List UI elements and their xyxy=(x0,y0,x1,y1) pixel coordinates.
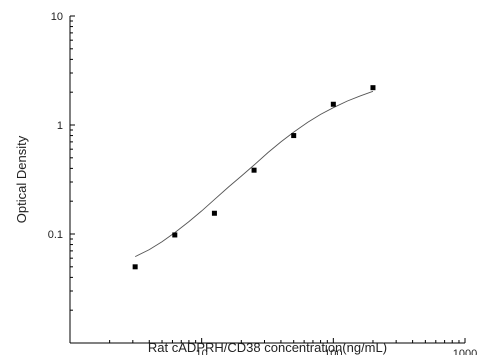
data-point xyxy=(211,210,217,216)
y-axis-label: Optical Density xyxy=(14,135,29,223)
data-point xyxy=(291,133,297,139)
x-tick-label: 1000 xyxy=(453,348,477,355)
data-point xyxy=(172,232,178,238)
y-tick-label: 1 xyxy=(57,120,63,132)
ticks xyxy=(69,15,466,344)
x-tick-label: 100 xyxy=(324,348,342,355)
axes xyxy=(69,16,465,344)
fit-curve-layer xyxy=(134,90,374,258)
data-point xyxy=(132,264,138,270)
y-tick-label: 10 xyxy=(51,11,63,23)
data-point xyxy=(330,101,336,107)
fit-curve xyxy=(134,90,374,258)
x-axis-label: Rat cADPRH/CD38 concentration(ng/mL) xyxy=(148,340,387,355)
data-point xyxy=(370,85,376,91)
tick-labels: 10 100 1000 0.1 1 10 xyxy=(48,11,478,355)
data-points xyxy=(132,85,376,270)
y-tick-label: 0.1 xyxy=(48,229,63,241)
x-tick-label: 10 xyxy=(196,348,208,355)
data-point xyxy=(251,167,257,173)
